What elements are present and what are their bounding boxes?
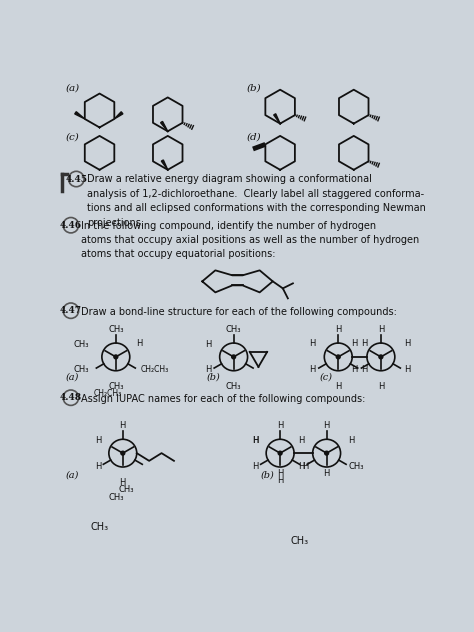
Text: H: H [136, 339, 142, 348]
Text: CH₃: CH₃ [226, 325, 241, 334]
Text: H: H [335, 382, 341, 391]
Text: 4.46: 4.46 [60, 221, 82, 229]
Polygon shape [273, 114, 280, 124]
Text: H: H [119, 421, 126, 430]
Text: CH₃: CH₃ [74, 365, 90, 374]
Polygon shape [161, 160, 168, 170]
Text: H: H [277, 468, 283, 478]
Text: H: H [404, 339, 410, 348]
Text: (a): (a) [65, 471, 79, 480]
Text: H: H [309, 339, 315, 348]
Text: H: H [351, 365, 357, 375]
Text: CH₃: CH₃ [108, 382, 124, 391]
Text: H: H [323, 468, 330, 478]
Text: 4.45: 4.45 [65, 174, 87, 183]
Text: (c): (c) [65, 133, 79, 142]
Text: CH₂CH₃: CH₂CH₃ [94, 389, 122, 398]
Text: H: H [299, 462, 305, 471]
Text: H: H [335, 325, 341, 334]
Text: Assign IUPAC names for each of the following compounds:: Assign IUPAC names for each of the follo… [81, 394, 365, 404]
Circle shape [121, 451, 125, 455]
Text: 4.47: 4.47 [60, 306, 82, 315]
Polygon shape [161, 121, 168, 131]
Text: H: H [206, 365, 212, 374]
Circle shape [337, 355, 340, 359]
Text: Draw a relative energy diagram showing a conformational
analysis of 1,2-dichloro: Draw a relative energy diagram showing a… [87, 174, 426, 228]
Text: CH₃: CH₃ [90, 523, 109, 532]
Text: (b): (b) [247, 83, 262, 92]
Text: H: H [362, 339, 368, 348]
Text: (b): (b) [261, 471, 274, 480]
Text: H: H [309, 365, 315, 375]
Text: H: H [362, 365, 368, 375]
Polygon shape [114, 112, 123, 119]
Text: H: H [302, 462, 308, 471]
Text: H: H [252, 435, 258, 444]
Circle shape [278, 451, 282, 455]
Text: CH₃: CH₃ [119, 485, 135, 494]
Text: H: H [351, 339, 357, 348]
Text: (c): (c) [319, 373, 333, 382]
Text: (d): (d) [247, 133, 262, 142]
Text: CH₃: CH₃ [74, 340, 90, 349]
Text: (a): (a) [65, 83, 80, 92]
Text: H: H [299, 435, 305, 444]
Text: (b): (b) [207, 373, 220, 382]
Text: Draw a bond-line structure for each of the following compounds:: Draw a bond-line structure for each of t… [81, 307, 397, 317]
Text: H: H [95, 462, 101, 471]
Text: CH₃: CH₃ [348, 462, 364, 471]
Text: H: H [277, 477, 283, 485]
Text: H: H [252, 435, 258, 444]
Text: H: H [277, 421, 283, 430]
Text: CH₂CH₃: CH₂CH₃ [141, 365, 169, 374]
Text: In the following compound, identify the number of hydrogen
atoms that occupy axi: In the following compound, identify the … [81, 221, 419, 259]
Text: CH₃: CH₃ [226, 382, 241, 391]
Circle shape [114, 355, 118, 359]
Text: CH₃: CH₃ [109, 493, 124, 502]
Text: H: H [323, 421, 330, 430]
Text: H: H [378, 382, 384, 391]
Circle shape [232, 355, 236, 359]
Text: H: H [206, 340, 212, 349]
Text: H: H [95, 435, 101, 444]
Text: H: H [348, 435, 355, 444]
Text: H: H [378, 325, 384, 334]
Text: H: H [252, 462, 258, 471]
Text: H: H [119, 478, 126, 487]
Text: CH₃: CH₃ [291, 537, 309, 546]
Circle shape [325, 451, 328, 455]
Text: (a): (a) [65, 373, 79, 382]
Text: CH₃: CH₃ [108, 325, 124, 334]
Polygon shape [75, 112, 85, 119]
Text: H: H [404, 365, 410, 375]
Circle shape [379, 355, 383, 359]
Text: 4.48: 4.48 [60, 393, 82, 402]
